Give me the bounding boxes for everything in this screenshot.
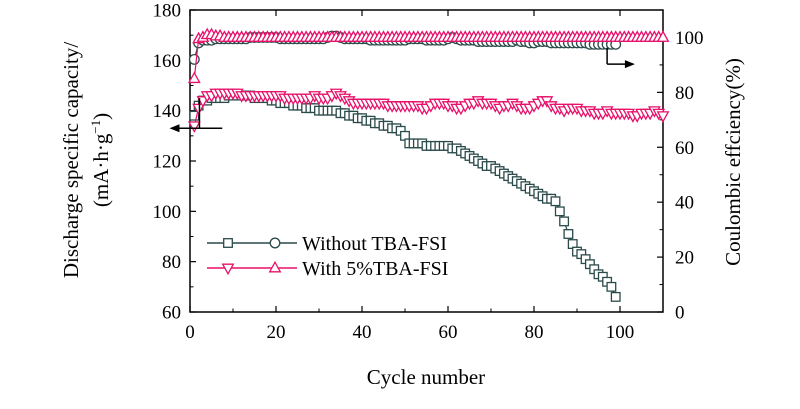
y-left-tick-label: 160	[153, 51, 182, 72]
y-axis-left-title-line2: (mA·h·g−1)	[88, 113, 113, 207]
y-right-tick-label: 20	[675, 248, 694, 269]
y-left-tick-label: 120	[153, 152, 182, 173]
y-left-tick-label: 80	[162, 252, 181, 273]
legend-marker	[268, 260, 282, 273]
legend: Without TBA-FSI With 5%TBA-FSI	[207, 233, 448, 280]
arrow-head	[624, 60, 635, 69]
y-axis-left-unit: (mA·h·g	[89, 133, 113, 207]
x-tick-label: 80	[525, 322, 544, 343]
legend-marker	[221, 263, 235, 276]
data-point	[656, 30, 670, 42]
data-point	[192, 103, 206, 116]
series-3	[187, 27, 670, 84]
y-right-tick-label: 0	[675, 303, 685, 324]
y-left-tick-label: 60	[162, 303, 181, 324]
annotation-layer	[169, 47, 635, 133]
series-layer	[187, 27, 670, 302]
left-axis-arrow	[169, 98, 223, 133]
legend-item-0: Without TBA-FSI	[207, 233, 447, 255]
arrow-head	[169, 124, 180, 133]
axis-ticks: 0 20 40 60 80 100 60 80 100 120 140 160 180 0 20 40 60 80…	[153, 1, 704, 344]
data-point	[563, 229, 574, 239]
data-point	[188, 53, 200, 65]
x-axis-title: Cycle number	[367, 365, 485, 389]
data-point	[656, 111, 670, 123]
y-right-tick-label: 100	[675, 28, 704, 49]
data-point	[187, 121, 201, 133]
y-axis-left-title-line1: Discharge specific capacity/	[59, 42, 83, 278]
legend-label: With 5%TBA-FSI	[302, 258, 448, 280]
y-axis-left-unit-superscript: −1	[88, 120, 103, 134]
y-left-tick-label: 180	[153, 1, 182, 22]
legend-marker	[223, 238, 233, 248]
y-left-tick-label: 100	[153, 202, 182, 223]
right-axis-arrow	[606, 47, 635, 69]
x-tick-label: 60	[439, 322, 458, 343]
series-2	[187, 88, 670, 133]
x-tick-label: 0	[185, 322, 195, 343]
x-tick-label: 100	[606, 322, 635, 343]
data-point	[610, 291, 621, 302]
y-left-tick-label: 140	[153, 101, 182, 122]
data-point	[189, 110, 200, 121]
data-point	[559, 216, 570, 227]
data-point	[187, 71, 201, 84]
y-right-tick-label: 80	[675, 83, 694, 104]
y-axis-left-unit-close: )	[89, 113, 113, 120]
legend-marker	[269, 237, 281, 249]
x-tick-label: 20	[267, 322, 286, 343]
data-point	[550, 196, 561, 207]
data-point	[554, 206, 565, 217]
data-point	[606, 281, 617, 292]
legend-label: Without TBA-FSI	[302, 233, 447, 255]
y-right-tick-label: 60	[675, 138, 694, 159]
y-axis-right-title: Coulombic effciency(%)	[721, 58, 745, 266]
y-right-tick-label: 40	[675, 193, 694, 214]
x-tick-label: 40	[353, 322, 372, 343]
legend-item-1: With 5%TBA-FSI	[207, 258, 448, 280]
